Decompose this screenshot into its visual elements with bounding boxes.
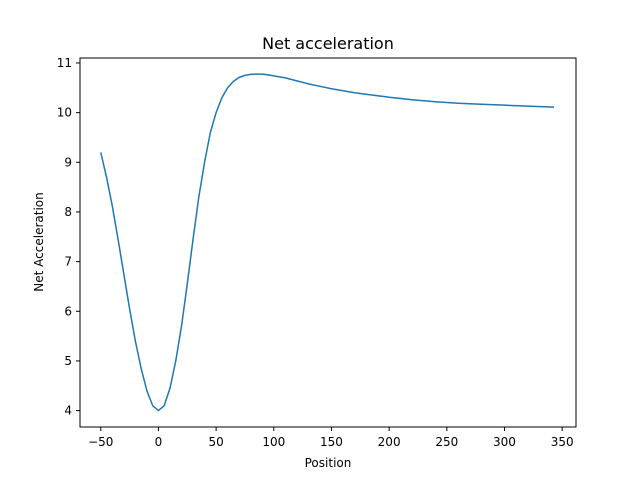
y-tick-label: 5: [64, 354, 72, 368]
y-tick-label: 6: [64, 304, 72, 318]
y-tick-label: 10: [57, 106, 72, 120]
y-tick-label: 9: [64, 155, 72, 169]
y-tick-label: 11: [57, 56, 72, 70]
series-line-group: [100, 73, 555, 412]
chart-title: Net acceleration: [262, 34, 394, 53]
y-axis-ticks: 4 5 6 7 8 9 10 11: [57, 56, 80, 418]
x-tick-label: 100: [262, 435, 285, 449]
x-tick-label: −50: [88, 435, 113, 449]
y-tick-label: 8: [64, 205, 72, 219]
y-tick-label: 4: [64, 404, 72, 418]
y-axis-label: Net Acceleration: [32, 192, 46, 291]
x-tick-label: 0: [155, 435, 163, 449]
series-line-0: [100, 73, 555, 412]
plot-area-frame: [79, 57, 577, 428]
x-axis-ticks: −50 0 50 100 150 200 250 300 350: [88, 427, 574, 449]
y-tick-label: 7: [64, 255, 72, 269]
x-tick-label: 350: [551, 435, 574, 449]
x-tick-label: 150: [320, 435, 343, 449]
x-tick-label: 200: [378, 435, 401, 449]
x-tick-label: 300: [493, 435, 516, 449]
x-tick-label: 250: [435, 435, 458, 449]
x-tick-label: 50: [208, 435, 223, 449]
x-axis-label: Position: [305, 456, 352, 470]
